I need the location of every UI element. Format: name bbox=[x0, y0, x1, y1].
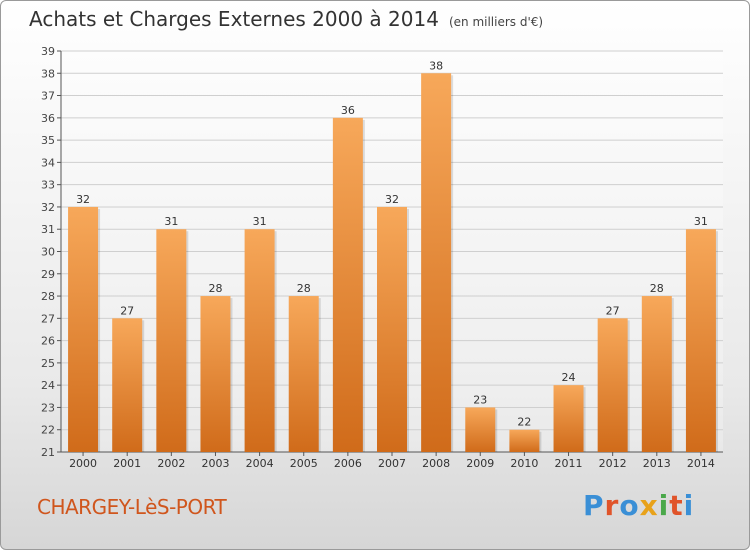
y-tick-label: 33 bbox=[41, 179, 55, 192]
x-tick-label: 2009 bbox=[466, 457, 494, 470]
bar bbox=[421, 73, 452, 453]
y-tick-label: 25 bbox=[41, 357, 55, 370]
data-label: 36 bbox=[341, 104, 355, 117]
bar bbox=[509, 429, 540, 452]
y-tick-label: 31 bbox=[41, 223, 55, 236]
x-tick-label: 2004 bbox=[246, 457, 274, 470]
bar bbox=[244, 229, 275, 452]
data-label: 31 bbox=[694, 215, 708, 228]
bar bbox=[641, 296, 672, 452]
labels: 21 22 23 24 25 26 27 28 29 30 31 32 33 34 35 36 37 38 39 20… bbox=[41, 45, 715, 470]
bar bbox=[112, 318, 143, 452]
bars bbox=[68, 73, 718, 453]
y-tick-label: 21 bbox=[41, 446, 55, 459]
chart-title: Achats et Charges Externes 2000 à 2014 (e… bbox=[29, 7, 543, 31]
bar bbox=[685, 229, 716, 452]
data-label: 27 bbox=[120, 304, 134, 317]
y-tick-label: 29 bbox=[41, 268, 55, 281]
bar bbox=[288, 296, 319, 452]
commune-name: CHARGEY-LèS-PORT bbox=[37, 495, 227, 519]
x-tick-label: 2000 bbox=[69, 457, 97, 470]
data-label: 32 bbox=[385, 193, 399, 206]
y-tick-label: 37 bbox=[41, 90, 55, 103]
y-tick-label: 36 bbox=[41, 112, 55, 125]
proxiti-logo[interactable]: Proxiti bbox=[583, 489, 694, 522]
x-tick-label: 2014 bbox=[687, 457, 715, 470]
bar bbox=[200, 296, 231, 452]
data-label: 31 bbox=[253, 215, 267, 228]
data-label: 24 bbox=[562, 371, 576, 384]
y-tick-label: 26 bbox=[41, 335, 55, 348]
proxiti-logo-text: Proxiti bbox=[583, 489, 695, 522]
bar bbox=[68, 206, 99, 452]
data-label: 22 bbox=[517, 416, 531, 429]
x-tick-label: 2010 bbox=[510, 457, 538, 470]
x-tick-label: 2013 bbox=[643, 457, 671, 470]
y-tick-label: 22 bbox=[41, 424, 55, 437]
bar bbox=[465, 407, 496, 452]
y-tick-label: 30 bbox=[41, 246, 55, 259]
bar bbox=[377, 206, 407, 452]
data-label: 27 bbox=[606, 304, 620, 317]
bar bbox=[156, 229, 187, 452]
y-tick-label: 38 bbox=[41, 67, 55, 80]
x-tick-label: 2001 bbox=[113, 457, 141, 470]
bar bbox=[332, 117, 363, 452]
y-tick-label: 27 bbox=[41, 312, 55, 325]
data-label: 28 bbox=[650, 282, 664, 295]
x-tick-label: 2008 bbox=[422, 457, 450, 470]
data-label: 23 bbox=[473, 393, 487, 406]
y-tick-label: 24 bbox=[41, 379, 55, 392]
chart-unit: (en milliers d'€) bbox=[448, 15, 544, 29]
data-label: 28 bbox=[297, 282, 311, 295]
data-label: 28 bbox=[208, 282, 222, 295]
data-label: 32 bbox=[76, 193, 90, 206]
chart-title-text: Achats et Charges Externes 2000 à 2014 bbox=[29, 7, 439, 31]
x-tick-label: 2003 bbox=[201, 457, 229, 470]
bar bbox=[597, 318, 628, 452]
x-tick-label: 2002 bbox=[157, 457, 185, 470]
bar bbox=[553, 385, 584, 452]
y-tick-label: 34 bbox=[41, 156, 55, 169]
y-tick-label: 35 bbox=[41, 134, 55, 147]
x-tick-label: 2011 bbox=[555, 457, 583, 470]
x-tick-label: 2005 bbox=[290, 457, 318, 470]
x-tick-label: 2006 bbox=[334, 457, 362, 470]
x-tick-label: 2012 bbox=[599, 457, 627, 470]
data-label: 38 bbox=[429, 59, 443, 72]
x-tick-label: 2007 bbox=[378, 457, 406, 470]
data-label: 31 bbox=[164, 215, 178, 228]
y-tick-label: 28 bbox=[41, 290, 55, 303]
y-tick-label: 23 bbox=[41, 401, 55, 414]
y-tick-label: 39 bbox=[41, 45, 55, 58]
y-tick-label: 32 bbox=[41, 201, 55, 214]
